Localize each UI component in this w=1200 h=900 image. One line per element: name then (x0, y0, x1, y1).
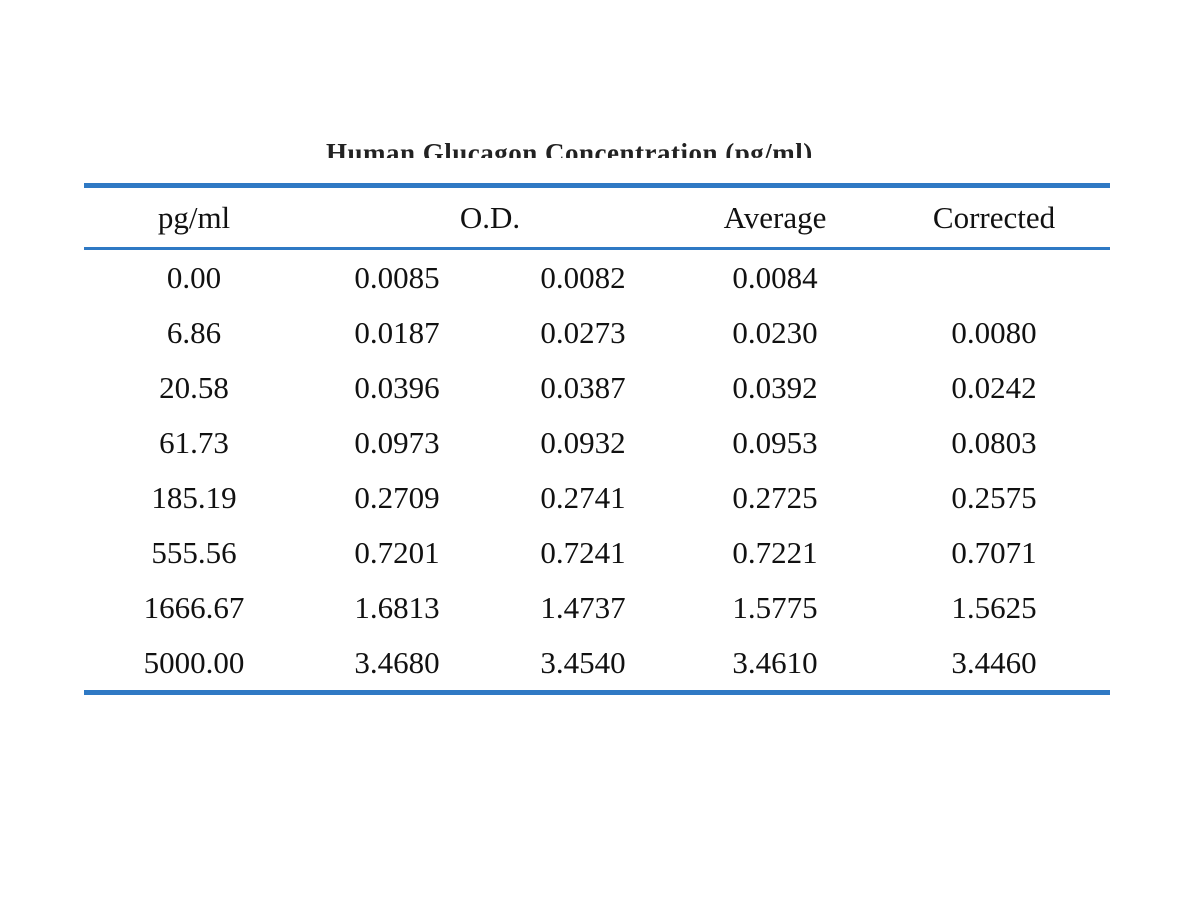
cell-od-1: 0.0396 (354, 370, 440, 405)
cell-corrected: 0.0242 (951, 370, 1037, 405)
table-title-partially-cropped: Human Glucagon Concentration (pg/ml) (320, 126, 920, 158)
cell-average: 0.7221 (732, 535, 818, 570)
table-header-row: pg/ml O.D. Average Corrected (84, 188, 1110, 247)
cell-concentration: 6.86 (166, 315, 222, 350)
cell-concentration: 1666.67 (143, 590, 245, 625)
cell-average: 0.0953 (732, 425, 818, 460)
cell-od-1: 0.0085 (354, 260, 440, 295)
cell-od-2: 0.0932 (540, 425, 626, 460)
table-row: 5000.00 3.4680 3.4540 3.4610 3.4460 (84, 635, 1110, 690)
cell-od-2: 0.0387 (540, 370, 626, 405)
cell-concentration: 5000.00 (143, 645, 245, 680)
cell-average: 0.0084 (732, 260, 818, 295)
table-row: 1666.67 1.6813 1.4737 1.5775 1.5625 (84, 580, 1110, 635)
table-header-rule (84, 247, 1110, 250)
cell-od-2: 1.4737 (540, 590, 626, 625)
cell-od-1: 3.4680 (354, 645, 440, 680)
cell-od-1: 0.0187 (354, 315, 440, 350)
cell-corrected: 1.5625 (951, 590, 1037, 625)
cell-average: 0.2725 (732, 480, 818, 515)
table-row: 0.00 0.0085 0.0082 0.0084 (84, 250, 1110, 305)
table-row: 555.56 0.7201 0.7241 0.7221 0.7071 (84, 525, 1110, 580)
cell-average: 0.0230 (732, 315, 818, 350)
cell-od-1: 0.2709 (354, 480, 440, 515)
cell-od-1: 0.0973 (354, 425, 440, 460)
cell-corrected: 0.2575 (951, 480, 1037, 515)
cell-average: 3.4610 (732, 645, 818, 680)
data-table: pg/ml O.D. Average Corrected 0.00 0.0085… (84, 183, 1110, 695)
cell-average: 1.5775 (732, 590, 818, 625)
header-concentration: pg/ml (157, 200, 231, 235)
cell-concentration: 185.19 (151, 480, 237, 515)
cell-od-1: 1.6813 (354, 590, 440, 625)
cell-concentration: 20.58 (159, 370, 229, 405)
cell-od-1: 0.7201 (354, 535, 440, 570)
cell-od-2: 0.7241 (540, 535, 626, 570)
cell-corrected: 0.0080 (951, 315, 1037, 350)
header-corrected: Corrected (932, 200, 1056, 235)
cell-od-2: 3.4540 (540, 645, 626, 680)
header-average: Average (723, 200, 827, 235)
cell-corrected: 3.4460 (951, 645, 1037, 680)
cell-concentration: 0.00 (166, 260, 222, 295)
cell-corrected: 0.7071 (951, 535, 1037, 570)
header-od: O.D. (459, 200, 521, 235)
table-title: Human Glucagon Concentration (pg/ml) (326, 138, 813, 158)
cell-od-2: 0.2741 (540, 480, 626, 515)
table-row: 185.19 0.2709 0.2741 0.2725 0.2575 (84, 470, 1110, 525)
cell-od-2: 0.0273 (540, 315, 626, 350)
table-row: 6.86 0.0187 0.0273 0.0230 0.0080 (84, 305, 1110, 360)
table-row: 61.73 0.0973 0.0932 0.0953 0.0803 (84, 415, 1110, 470)
table-row: 20.58 0.0396 0.0387 0.0392 0.0242 (84, 360, 1110, 415)
cell-concentration: 61.73 (159, 425, 229, 460)
cell-corrected (884, 250, 1104, 305)
cell-corrected: 0.0803 (951, 425, 1037, 460)
cell-od-2: 0.0082 (540, 260, 626, 295)
table-top-rule (84, 183, 1110, 188)
cell-concentration: 555.56 (151, 535, 237, 570)
cell-average: 0.0392 (732, 370, 818, 405)
table-bottom-rule (84, 690, 1110, 695)
